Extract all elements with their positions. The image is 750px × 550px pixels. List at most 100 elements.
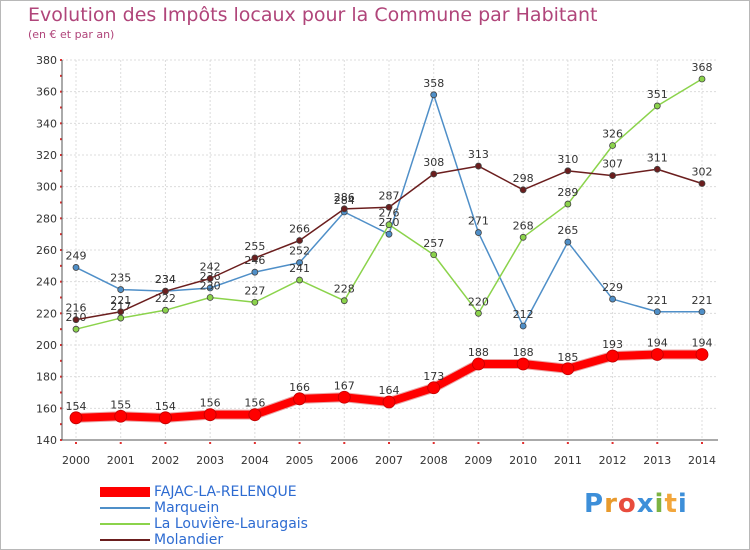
- data-point-marquein: [430, 91, 438, 99]
- legend-swatch-fajac-la-relenque: [100, 487, 150, 497]
- data-label-la-louvi-re-lauragais: 326: [602, 128, 623, 141]
- data-point-la-louvi-re-lauragais: [117, 314, 125, 322]
- data-point-fajac-la-relenque: [248, 408, 262, 422]
- data-point-marquein: [519, 322, 527, 330]
- legend-swatch-marquein: [100, 507, 150, 509]
- data-point-fajac-la-relenque: [561, 362, 575, 376]
- x-axis-dot: [701, 442, 703, 444]
- data-point-la-louvi-re-lauragais: [564, 200, 572, 208]
- data-label-molandier: 242: [200, 261, 221, 274]
- data-point-molandier: [296, 237, 303, 244]
- data-point-la-louvi-re-lauragais: [698, 75, 706, 83]
- data-point-fajac-la-relenque: [293, 392, 306, 406]
- data-point-fajac-la-relenque: [159, 411, 172, 425]
- data-point-marquein: [564, 238, 572, 246]
- y-axis-dot: [60, 90, 62, 93]
- legend-label-fajac-la-relenque: FAJAC-LA-RELENQUE: [154, 484, 297, 500]
- data-point-molandier: [475, 162, 482, 170]
- data-point-la-louvi-re-lauragais: [385, 221, 393, 229]
- data-point-molandier: [162, 287, 169, 295]
- legend-swatch-molandier: [100, 539, 150, 541]
- y-tick-label: 360: [36, 86, 57, 99]
- data-label-la-louvi-re-lauragais: 368: [692, 61, 713, 74]
- x-tick-label: 2003: [196, 454, 224, 467]
- x-axis-dot: [298, 442, 301, 444]
- data-label-fajac-la-relenque: 156: [244, 397, 265, 410]
- data-point-la-louvi-re-lauragais: [519, 233, 527, 241]
- data-label-marquein: 252: [289, 245, 310, 258]
- data-label-fajac-la-relenque: 154: [66, 400, 87, 413]
- y-axis-dot: [60, 122, 62, 125]
- y-tick-label: 340: [36, 117, 57, 130]
- chart-legend: FAJAC-LA-RELENQUE Marquein La Louvière-Lau…: [100, 484, 308, 548]
- x-tick-label: 2008: [420, 454, 448, 467]
- data-label-fajac-la-relenque: 156: [200, 397, 221, 410]
- x-tick-label: 2004: [241, 454, 269, 467]
- data-point-fajac-la-relenque: [203, 408, 217, 422]
- data-point-la-louvi-re-lauragais: [475, 309, 482, 317]
- data-point-molandier: [340, 205, 348, 213]
- data-point-fajac-la-relenque: [650, 348, 664, 361]
- y-axis-dot: [60, 280, 62, 283]
- data-label-la-louvi-re-lauragais: 276: [379, 207, 400, 220]
- data-label-marquein: 234: [155, 273, 176, 286]
- x-tick-label: 2012: [599, 454, 627, 467]
- data-point-marquein: [653, 308, 661, 316]
- data-point-marquein: [385, 230, 393, 238]
- x-axis-dot: [253, 442, 256, 444]
- data-point-molandier: [430, 170, 438, 178]
- x-axis-dot: [611, 442, 614, 444]
- data-point-la-louvi-re-lauragais: [653, 102, 661, 110]
- y-axis-dot: [60, 264, 62, 267]
- y-axis-dot: [60, 59, 62, 61]
- y-axis-dot: [60, 328, 62, 331]
- data-label-fajac-la-relenque: 188: [513, 346, 534, 359]
- data-label-la-louvi-re-lauragais: 268: [513, 219, 534, 232]
- y-tick-label: 380: [36, 54, 57, 67]
- data-label-la-louvi-re-lauragais: 228: [334, 283, 355, 296]
- x-tick-label: 2002: [151, 454, 179, 467]
- data-point-marquein: [698, 308, 706, 316]
- data-point-marquein: [609, 295, 616, 303]
- y-axis-dot: [60, 201, 62, 204]
- y-axis-dot: [60, 154, 62, 156]
- y-axis-dot: [60, 185, 62, 188]
- x-tick-label: 2001: [107, 454, 135, 467]
- legend-item-molandier: Molandier: [100, 532, 308, 548]
- x-tick-label: 2000: [62, 454, 90, 467]
- y-tick-label: 200: [36, 339, 57, 352]
- data-label-fajac-la-relenque: 185: [557, 351, 578, 364]
- y-axis-dot: [60, 359, 62, 362]
- data-point-molandier: [564, 167, 572, 175]
- y-tick-label: 300: [36, 181, 57, 194]
- y-axis-dot: [60, 233, 62, 236]
- data-point-la-louvi-re-lauragais: [251, 298, 259, 306]
- legend-item-la-louvi-re-lauragais: La Louvière-Lauragais: [100, 516, 308, 532]
- data-label-la-louvi-re-lauragais: 230: [200, 280, 221, 293]
- data-label-la-louvi-re-lauragais: 220: [468, 295, 489, 308]
- data-point-la-louvi-re-lauragais: [72, 325, 80, 333]
- data-label-molandier: 298: [513, 172, 534, 185]
- data-point-molandier: [653, 165, 661, 173]
- data-label-la-louvi-re-lauragais: 227: [244, 284, 265, 297]
- data-point-fajac-la-relenque: [695, 348, 709, 361]
- chart-title: Evolution des Impôts locaux pour la Comm…: [28, 4, 598, 26]
- legend-swatch-la-louvi-re-lauragais: [100, 523, 150, 525]
- data-label-fajac-la-relenque: 194: [692, 337, 713, 350]
- y-axis-dot: [60, 407, 62, 410]
- data-point-fajac-la-relenque: [69, 411, 83, 425]
- legend-label-la-louvi-re-lauragais: La Louvière-Lauragais: [154, 516, 308, 532]
- data-point-molandier: [519, 186, 527, 194]
- logo-letter: o: [617, 489, 637, 519]
- y-axis-dot: [60, 74, 62, 77]
- y-axis-dot: [60, 344, 62, 346]
- data-point-fajac-la-relenque: [337, 390, 351, 404]
- x-tick-label: 2009: [464, 454, 492, 467]
- y-tick-label: 160: [36, 402, 57, 415]
- legend-item-marquein: Marquein: [100, 500, 308, 516]
- data-point-la-louvi-re-lauragais: [609, 142, 616, 149]
- data-label-marquein: 212: [513, 308, 534, 321]
- data-label-marquein: 221: [692, 294, 713, 307]
- data-point-fajac-la-relenque: [114, 409, 128, 423]
